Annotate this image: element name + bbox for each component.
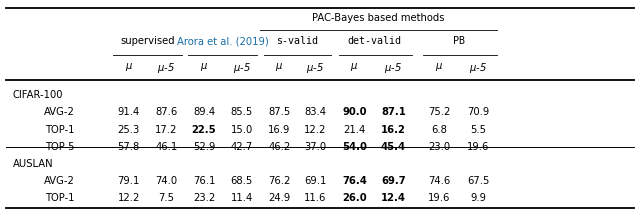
Text: 45.4: 45.4 bbox=[381, 142, 406, 152]
Text: 17.2: 17.2 bbox=[155, 125, 177, 135]
Text: 25.3: 25.3 bbox=[118, 125, 140, 135]
Text: TOP-1: TOP-1 bbox=[45, 125, 74, 135]
Text: $\mu$-5: $\mu$-5 bbox=[469, 61, 487, 75]
Text: 12.2: 12.2 bbox=[304, 125, 326, 135]
Text: 85.5: 85.5 bbox=[230, 107, 253, 117]
Text: 52.9: 52.9 bbox=[193, 142, 215, 152]
Text: Arora et al. (2019): Arora et al. (2019) bbox=[177, 36, 269, 46]
Text: 42.7: 42.7 bbox=[230, 142, 253, 152]
Text: 23.2: 23.2 bbox=[193, 193, 215, 203]
Text: $\mu$: $\mu$ bbox=[200, 61, 208, 73]
Text: 68.5: 68.5 bbox=[230, 176, 253, 186]
Text: 9.9: 9.9 bbox=[470, 193, 486, 203]
Text: 74.0: 74.0 bbox=[156, 176, 177, 186]
Text: s-valid: s-valid bbox=[276, 36, 318, 46]
Text: 37.0: 37.0 bbox=[304, 142, 326, 152]
Text: 16.2: 16.2 bbox=[381, 125, 406, 135]
Text: 12.2: 12.2 bbox=[118, 193, 140, 203]
Text: $\mu$-5: $\mu$-5 bbox=[157, 61, 175, 75]
Text: 16.9: 16.9 bbox=[268, 125, 291, 135]
Text: $\mu$-5: $\mu$-5 bbox=[385, 61, 403, 75]
Text: 12.4: 12.4 bbox=[381, 193, 406, 203]
Text: 76.4: 76.4 bbox=[342, 176, 367, 186]
Text: 87.6: 87.6 bbox=[156, 107, 177, 117]
Text: 46.1: 46.1 bbox=[156, 142, 177, 152]
Text: 19.6: 19.6 bbox=[467, 142, 489, 152]
Text: AVG-2: AVG-2 bbox=[44, 107, 75, 117]
Text: 57.8: 57.8 bbox=[118, 142, 140, 152]
Text: 91.4: 91.4 bbox=[118, 107, 140, 117]
Text: $\mu$-5: $\mu$-5 bbox=[306, 61, 324, 75]
Text: 6.8: 6.8 bbox=[431, 125, 447, 135]
Text: det-valid: det-valid bbox=[347, 36, 401, 46]
Text: 79.1: 79.1 bbox=[118, 176, 140, 186]
Text: 21.4: 21.4 bbox=[344, 125, 365, 135]
Text: 5.5: 5.5 bbox=[470, 125, 486, 135]
Text: 69.7: 69.7 bbox=[381, 176, 406, 186]
Text: 11.4: 11.4 bbox=[230, 193, 253, 203]
Text: 74.6: 74.6 bbox=[428, 176, 451, 186]
Text: supervised: supervised bbox=[120, 36, 175, 46]
Text: $\mu$: $\mu$ bbox=[435, 61, 443, 73]
Text: 70.9: 70.9 bbox=[467, 107, 489, 117]
Text: 54.0: 54.0 bbox=[342, 142, 367, 152]
Text: 15.0: 15.0 bbox=[230, 125, 253, 135]
Text: 69.1: 69.1 bbox=[304, 176, 326, 186]
Text: 19.6: 19.6 bbox=[428, 193, 451, 203]
Text: PAC-Bayes based methods: PAC-Bayes based methods bbox=[312, 13, 445, 24]
Text: 76.1: 76.1 bbox=[193, 176, 215, 186]
Text: 26.0: 26.0 bbox=[342, 193, 367, 203]
Text: 83.4: 83.4 bbox=[304, 107, 326, 117]
Text: 75.2: 75.2 bbox=[428, 107, 451, 117]
Text: AVG-2: AVG-2 bbox=[44, 176, 75, 186]
Text: PB: PB bbox=[452, 36, 465, 46]
Text: 11.6: 11.6 bbox=[304, 193, 326, 203]
Text: TOP-1: TOP-1 bbox=[45, 193, 74, 203]
Text: 22.5: 22.5 bbox=[191, 125, 216, 135]
Text: $\mu$: $\mu$ bbox=[275, 61, 284, 73]
Text: AUSLAN: AUSLAN bbox=[13, 159, 53, 168]
Text: 23.0: 23.0 bbox=[428, 142, 450, 152]
Text: 87.1: 87.1 bbox=[381, 107, 406, 117]
Text: 76.2: 76.2 bbox=[268, 176, 291, 186]
Text: $\mu$-5: $\mu$-5 bbox=[232, 61, 251, 75]
Text: 46.2: 46.2 bbox=[268, 142, 291, 152]
Text: 7.5: 7.5 bbox=[158, 193, 174, 203]
Text: 87.5: 87.5 bbox=[268, 107, 291, 117]
Text: $\mu$: $\mu$ bbox=[125, 61, 132, 73]
Text: 67.5: 67.5 bbox=[467, 176, 489, 186]
Text: 89.4: 89.4 bbox=[193, 107, 215, 117]
Text: CIFAR-100: CIFAR-100 bbox=[13, 89, 63, 100]
Text: TOP-5: TOP-5 bbox=[45, 142, 74, 152]
Text: 90.0: 90.0 bbox=[342, 107, 367, 117]
Text: 24.9: 24.9 bbox=[268, 193, 291, 203]
Text: $\mu$: $\mu$ bbox=[351, 61, 358, 73]
